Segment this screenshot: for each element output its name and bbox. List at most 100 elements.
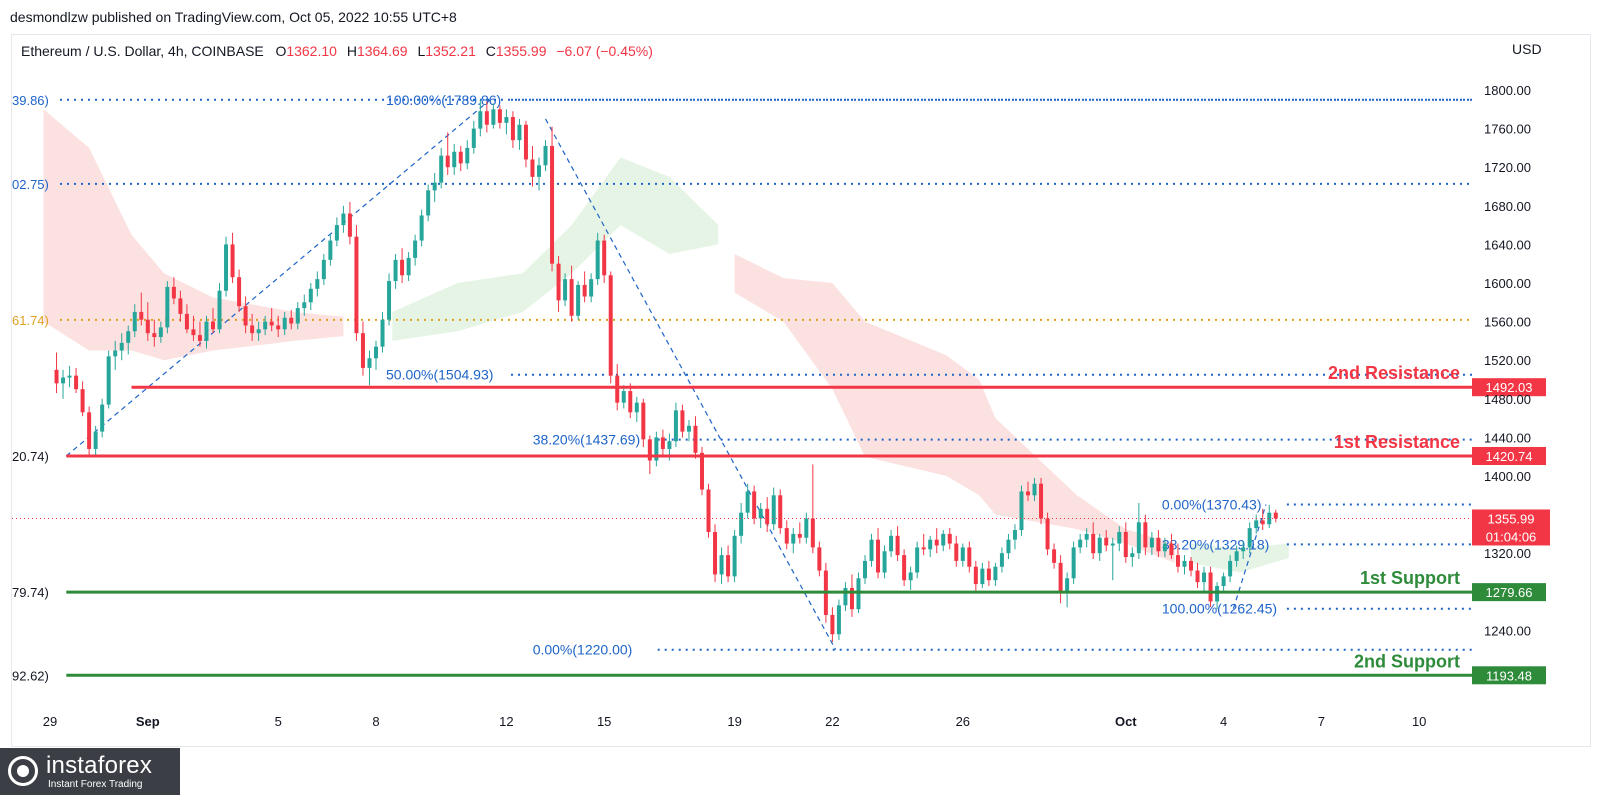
candle-body bbox=[139, 311, 144, 320]
last-price-value: 1355.99 bbox=[1488, 511, 1535, 526]
legend-close-label: C bbox=[485, 43, 496, 59]
candle-body bbox=[908, 572, 913, 581]
candle-body bbox=[934, 539, 939, 546]
candle-body bbox=[1052, 549, 1057, 563]
level-left-label: 61.74) bbox=[12, 313, 49, 328]
cloud-band-bullish bbox=[1191, 543, 1289, 573]
candle-body bbox=[367, 358, 372, 368]
candle-body bbox=[556, 263, 561, 301]
x-axis-tick-label: 7 bbox=[1318, 714, 1325, 729]
candle-body bbox=[224, 244, 229, 291]
x-axis-tick-label: 8 bbox=[372, 714, 379, 729]
y-axis-tick-label: 1600.00 bbox=[1484, 276, 1531, 291]
resistance-label: 2nd Resistance bbox=[1328, 363, 1460, 383]
candle-body bbox=[869, 539, 874, 561]
instaforex-logo-icon bbox=[8, 756, 38, 786]
candle-body bbox=[713, 531, 718, 575]
y-axis-tick-label: 1680.00 bbox=[1484, 199, 1531, 214]
y-axis-tick-label: 1520.00 bbox=[1484, 353, 1531, 368]
candle-body bbox=[654, 437, 659, 461]
candle-body bbox=[458, 151, 463, 164]
candle-body bbox=[576, 284, 581, 316]
candle-body bbox=[876, 539, 881, 573]
candle-body bbox=[93, 431, 98, 449]
price-tag bbox=[1472, 583, 1546, 602]
candle-body bbox=[941, 533, 946, 546]
level-left-label: 39.86) bbox=[12, 93, 49, 108]
y-axis-tick-label: 1240.00 bbox=[1484, 623, 1531, 638]
candle-body bbox=[1097, 537, 1102, 554]
candle-body bbox=[354, 236, 359, 334]
candle-body bbox=[739, 512, 744, 536]
legend-high-label: H bbox=[346, 43, 357, 59]
candle-body bbox=[569, 279, 574, 316]
candle-body bbox=[745, 491, 750, 513]
candle-body bbox=[1019, 491, 1024, 531]
candle-body bbox=[843, 587, 848, 606]
candle-body bbox=[400, 259, 405, 276]
legend-open-label: O bbox=[275, 43, 287, 59]
candle-body bbox=[491, 109, 496, 125]
candle-body bbox=[308, 288, 313, 303]
candle-body bbox=[817, 547, 822, 571]
candle-body bbox=[1130, 553, 1135, 558]
candle-body bbox=[478, 111, 483, 129]
candle-body bbox=[550, 145, 555, 264]
candle-body bbox=[895, 535, 900, 556]
candle-body bbox=[74, 375, 79, 390]
candle-body bbox=[393, 259, 398, 282]
x-axis-tick-label: 4 bbox=[1220, 714, 1227, 729]
candle-body bbox=[315, 279, 320, 289]
price-tag-value: 1492.03 bbox=[1486, 380, 1533, 395]
candle-body bbox=[523, 124, 528, 160]
candle-body bbox=[1182, 560, 1187, 567]
candle-body bbox=[243, 306, 248, 326]
candle-body bbox=[334, 225, 339, 241]
y-axis-tick-label: 1440.00 bbox=[1484, 430, 1531, 445]
candle-body bbox=[328, 240, 333, 260]
x-axis-tick-label: 12 bbox=[499, 714, 513, 729]
candle-body bbox=[217, 290, 222, 330]
candle-body bbox=[1143, 522, 1148, 548]
candle-body bbox=[1149, 537, 1154, 548]
candle-body bbox=[1078, 539, 1083, 548]
candle-body bbox=[1202, 572, 1207, 583]
candle-body bbox=[1012, 530, 1017, 540]
currency-label[interactable]: USD bbox=[1512, 41, 1542, 57]
x-axis-tick-label: Sep bbox=[136, 714, 160, 729]
candle-body bbox=[341, 213, 346, 226]
candle-body bbox=[1136, 522, 1141, 554]
fib-level-label: 0.00%(1370.43) bbox=[1162, 497, 1262, 513]
candle-body bbox=[999, 553, 1004, 567]
y-axis-tick-label: 1400.00 bbox=[1484, 469, 1531, 484]
support-label: 1st Support bbox=[1360, 568, 1460, 588]
candle-body bbox=[810, 518, 815, 548]
candle-body bbox=[119, 342, 124, 351]
candle-body bbox=[504, 117, 509, 123]
legend-open: 1362.10 bbox=[286, 43, 337, 59]
level-left-label: 79.74) bbox=[12, 585, 49, 600]
x-axis-tick-label: 19 bbox=[727, 714, 741, 729]
candle-body bbox=[1228, 560, 1233, 577]
candle-body bbox=[445, 155, 450, 168]
cloud-band-bullish bbox=[392, 157, 719, 341]
candle-body bbox=[641, 402, 646, 440]
candle-body bbox=[282, 317, 287, 330]
y-axis-tick-label: 1640.00 bbox=[1484, 237, 1531, 252]
fib-level-label: 100.00%(1262.45) bbox=[1162, 601, 1277, 617]
candle-body bbox=[1162, 543, 1167, 552]
candle-body bbox=[100, 404, 105, 432]
candle-body bbox=[1032, 483, 1037, 496]
candle-body bbox=[791, 533, 796, 544]
cloud-band-bearish bbox=[734, 254, 1175, 563]
price-tag bbox=[1472, 666, 1546, 685]
candle-body bbox=[1234, 551, 1239, 561]
candle-body bbox=[889, 535, 894, 552]
candle-body bbox=[1045, 518, 1050, 550]
candle-body bbox=[1273, 512, 1278, 519]
legend-close: 1355.99 bbox=[495, 43, 547, 59]
candle-body bbox=[647, 439, 652, 461]
candle-body bbox=[634, 402, 639, 413]
candle-body bbox=[608, 275, 613, 376]
